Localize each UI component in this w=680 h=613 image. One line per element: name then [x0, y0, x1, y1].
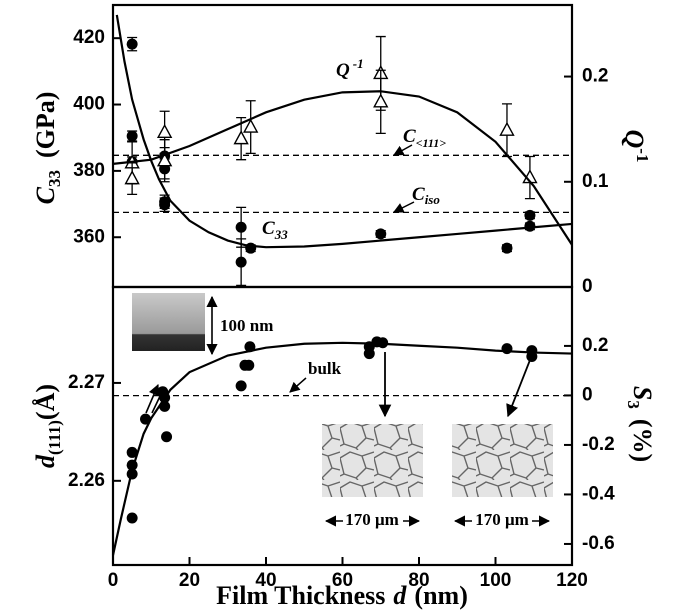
symbol: d — [31, 454, 60, 468]
x-tick-label: 80 — [408, 570, 429, 591]
arrow — [393, 144, 413, 156]
circle-marker — [526, 351, 538, 362]
y-tick-label: 2.27 — [68, 372, 105, 393]
symbol: C — [403, 126, 416, 147]
circle-marker — [524, 220, 536, 232]
symbol: C — [31, 186, 60, 204]
y-tick-label: 380 — [73, 160, 105, 181]
sup: -1 — [633, 148, 652, 162]
y-tick-label: 360 — [73, 226, 105, 247]
y2-tick-label: 0.2 — [582, 66, 608, 87]
y-tick-label: 420 — [73, 27, 105, 48]
triangle-marker — [156, 123, 173, 139]
circle-marker — [243, 359, 255, 371]
circle-marker — [245, 242, 257, 254]
sub: 3 — [624, 400, 643, 409]
scale-label: 170 μm — [345, 510, 399, 529]
triangle-marker — [156, 152, 173, 167]
annotation: Q -1 — [336, 56, 364, 81]
circle-marker — [235, 380, 247, 392]
y2-tick-label: 0.2 — [582, 335, 608, 356]
triangle-marker — [499, 121, 515, 136]
y2-tick-label: -0.6 — [582, 533, 615, 554]
unit: (%) — [628, 419, 657, 462]
x-axis-title: Film Thickness d (nm) — [216, 581, 468, 610]
symbol: C — [412, 184, 425, 205]
annotation: bulk — [308, 359, 342, 378]
circle-marker — [126, 446, 138, 458]
symbol: d — [393, 581, 407, 610]
sup: -1 — [353, 56, 364, 71]
circle-marker — [126, 130, 138, 142]
label-bg — [343, 512, 403, 530]
label-bg — [472, 512, 532, 530]
y-tick-label: 2.26 — [68, 470, 105, 491]
x-tick-label: 20 — [179, 570, 200, 591]
circle-marker — [524, 209, 536, 221]
arrow — [506, 359, 531, 418]
y2-tick-label: 0 — [582, 276, 593, 297]
symbol: C — [262, 218, 275, 239]
y-axis-title: C33 (GPa) — [31, 92, 64, 205]
grain-pattern — [452, 424, 553, 497]
plot-area: 36038040042000.10.22.262.27-0.6-0.4-0.20… — [68, 14, 615, 591]
bottom-frame — [111, 285, 574, 567]
triangle-marker — [243, 118, 259, 133]
annotation: Ciso — [412, 184, 440, 207]
annotation: C<111> — [403, 126, 446, 149]
x-tick-label: 0 — [108, 570, 119, 591]
unit: (Å) — [31, 384, 60, 420]
arrow — [393, 201, 415, 213]
circle-marker — [501, 343, 513, 355]
y2-tick-label: 0 — [582, 384, 593, 405]
circle-marker — [375, 228, 387, 240]
annotation: C33 — [262, 218, 288, 242]
symbol: Q — [336, 60, 350, 81]
x-tick-label: 60 — [332, 570, 353, 591]
x-tick-label: 120 — [556, 570, 588, 591]
sub: 33 — [274, 227, 289, 242]
symbol: Q — [620, 130, 649, 149]
sub: iso — [425, 192, 441, 207]
triangle-marker — [233, 130, 249, 145]
sem-inset — [132, 293, 205, 351]
x-tick-label: 40 — [255, 570, 276, 591]
sub: (111) — [45, 420, 64, 455]
circle-marker — [501, 242, 513, 254]
circle-marker — [126, 512, 138, 524]
unit: (nm) — [414, 581, 467, 610]
scale-label: 100 nm — [220, 316, 273, 335]
unit: (GPa) — [31, 92, 60, 158]
circle-marker — [235, 221, 247, 233]
circle-marker — [159, 199, 171, 211]
arrow — [145, 383, 160, 414]
symbol: S — [628, 386, 657, 400]
fit-line — [115, 14, 573, 249]
text: Film Thickness — [216, 581, 385, 610]
x-tick-label: 100 — [480, 570, 512, 591]
triangle-marker — [373, 93, 389, 108]
y-axis-title: d(111)(Å) — [31, 384, 64, 468]
y2-tick-label: 0.1 — [582, 171, 609, 192]
y2-tick-label: -0.4 — [582, 483, 615, 504]
y-tick-label: 400 — [73, 94, 105, 115]
circle-marker — [161, 431, 173, 443]
sub: 33 — [45, 170, 64, 187]
arrow — [289, 377, 307, 393]
fit-line — [112, 90, 573, 246]
grain-pattern — [322, 424, 423, 497]
circle-marker — [126, 38, 138, 50]
y2-axis-title: S3 (%) — [624, 386, 657, 462]
y2-tick-label: -0.2 — [582, 434, 615, 455]
fit-line — [111, 341, 573, 556]
y2-axis-title: Q-1 — [620, 130, 652, 163]
circle-marker — [235, 256, 247, 268]
sub: <111> — [416, 136, 447, 150]
scale-label: 170 μm — [475, 510, 529, 529]
triangle-marker — [124, 170, 140, 185]
arrow — [151, 391, 163, 414]
